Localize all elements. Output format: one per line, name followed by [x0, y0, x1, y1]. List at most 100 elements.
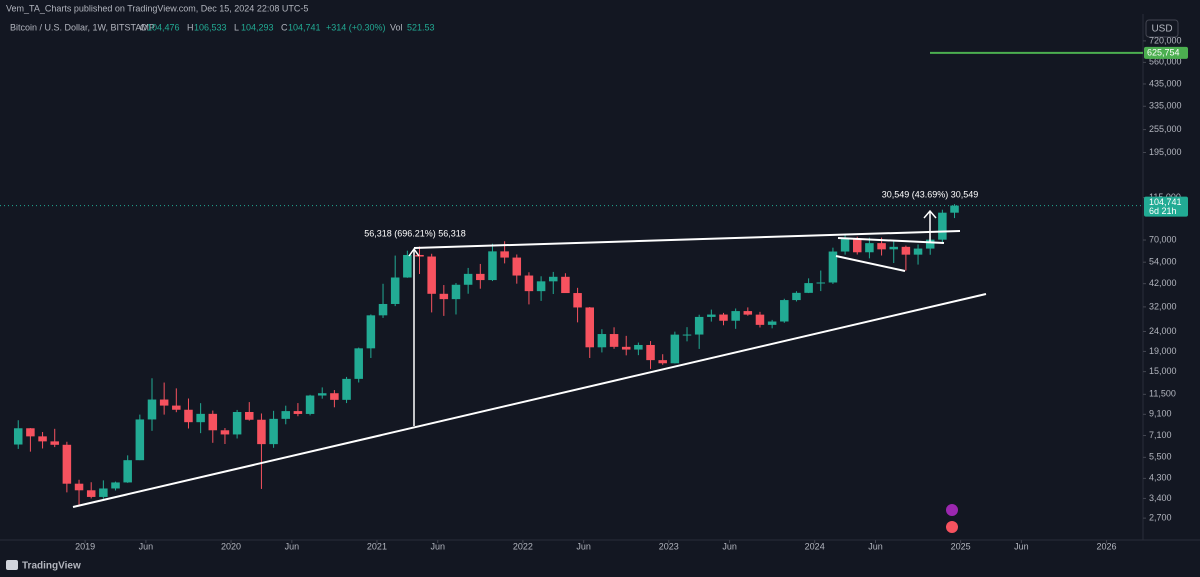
- candle-body: [512, 257, 522, 276]
- x-tick-label: 2021: [367, 541, 387, 551]
- candle-body: [488, 251, 497, 281]
- candle-body: [719, 314, 728, 321]
- candle-body: [99, 488, 108, 497]
- candle-body: [646, 344, 655, 361]
- candle-body: [26, 428, 35, 437]
- x-tick-label: 2019: [75, 541, 95, 551]
- candle-body: [877, 243, 886, 250]
- currency-button[interactable]: [1145, 19, 1179, 38]
- ohlc-key: O: [140, 22, 147, 32]
- y-tick-label: 3,400: [1149, 493, 1172, 503]
- event-icon[interactable]: [946, 504, 958, 516]
- x-tick-label: Jun: [285, 541, 300, 551]
- last-price-box: [1144, 196, 1188, 217]
- y-tick-label: 335,000: [1149, 101, 1182, 111]
- candle-body: [938, 212, 947, 240]
- candle-body: [305, 395, 315, 414]
- candle-body: [609, 334, 619, 347]
- candle-body: [925, 239, 935, 249]
- candle-body: [743, 311, 753, 315]
- candle-body: [780, 300, 789, 322]
- candle-body: [549, 276, 558, 282]
- x-tick-label: Jun: [868, 541, 883, 551]
- candle-body: [220, 430, 230, 435]
- change: +314 (+0.30%): [326, 22, 386, 32]
- candle-body: [123, 460, 132, 483]
- vol-key: Vol: [390, 22, 403, 32]
- annotation: 30,549 (43.69%) 30,549: [882, 189, 979, 199]
- candle-body: [13, 428, 23, 445]
- candle-body: [767, 321, 777, 325]
- candle-body: [901, 246, 911, 255]
- candle-body: [427, 256, 436, 294]
- last-price-label: 104,741: [1149, 197, 1182, 207]
- x-tick-label: Jun: [430, 541, 445, 551]
- flag-upper: [837, 237, 945, 244]
- candle-body: [111, 482, 120, 489]
- candle-body: [840, 238, 850, 252]
- candle-body: [269, 418, 278, 445]
- candle-body: [86, 490, 96, 497]
- target-label: 625,754: [1147, 47, 1180, 57]
- x-tick-label: 2025: [951, 541, 971, 551]
- candle-body: [390, 277, 400, 304]
- candle-body: [561, 276, 570, 294]
- drawings: [72, 209, 987, 508]
- x-tick-label: Jun: [722, 541, 737, 551]
- x-tick-label: Jun: [139, 541, 154, 551]
- countdown-label: 6d 21h: [1149, 206, 1177, 216]
- y-tick-label: 435,000: [1149, 78, 1182, 88]
- event-icon[interactable]: [946, 521, 958, 533]
- candle-body: [415, 254, 424, 257]
- y-tick-label: 24,000: [1149, 326, 1177, 336]
- x-tick-label: Jun: [1014, 541, 1029, 551]
- candle-body: [536, 281, 546, 292]
- y-tick-label: 5,500: [1149, 452, 1172, 462]
- x-tick-label: 2024: [805, 541, 825, 551]
- candle-body: [816, 282, 826, 284]
- candle-body: [463, 273, 473, 285]
- y-tick-label: 19,000: [1149, 346, 1177, 356]
- y-tick-label: 7,100: [1149, 430, 1172, 440]
- candle-body: [245, 412, 254, 420]
- candle-body: [378, 303, 388, 316]
- target-box: [1144, 46, 1188, 59]
- logo: [6, 560, 18, 570]
- candle-body: [317, 393, 327, 396]
- y-tick-label: 255,000: [1149, 124, 1182, 134]
- x-tick-label: 2022: [513, 541, 533, 551]
- candle-body: [573, 293, 582, 308]
- candle-body: [38, 436, 47, 442]
- candle-body: [257, 419, 266, 445]
- y-tick-label: 560,000: [1149, 57, 1182, 67]
- candle-body: [585, 307, 594, 348]
- candle-body: [707, 314, 716, 317]
- x-tick-label: 2023: [659, 541, 679, 551]
- y-tick-label: 15,000: [1149, 366, 1177, 376]
- candle-body: [500, 251, 509, 258]
- ohlc-value: 104,476: [147, 22, 180, 32]
- candle-body: [634, 344, 643, 350]
- candle-body: [403, 254, 412, 278]
- y-tick-label: 32,000: [1149, 301, 1177, 311]
- candle-body: [172, 405, 181, 410]
- brand: TradingView: [22, 561, 81, 572]
- y-tick-label: 54,000: [1149, 257, 1177, 267]
- candle-body: [804, 283, 813, 293]
- ohlc-value: 104,741: [288, 22, 321, 32]
- candle-body: [196, 413, 205, 423]
- candle-body: [670, 334, 680, 364]
- ohlc-legend: O 104,476 H 106,533 L 104,293 C 104,741 +314 (+0…: [140, 22, 435, 32]
- candle-body: [731, 311, 740, 321]
- candle-body: [682, 334, 692, 336]
- currency[interactable]: USD: [1151, 24, 1172, 35]
- support-line: [72, 293, 987, 508]
- candle-body: [50, 441, 59, 445]
- footer: [0, 555, 1200, 577]
- candle-body: [208, 413, 218, 431]
- y-tick-label: 720,000: [1149, 35, 1182, 45]
- candle-body: [621, 346, 631, 350]
- candle-body: [159, 399, 169, 406]
